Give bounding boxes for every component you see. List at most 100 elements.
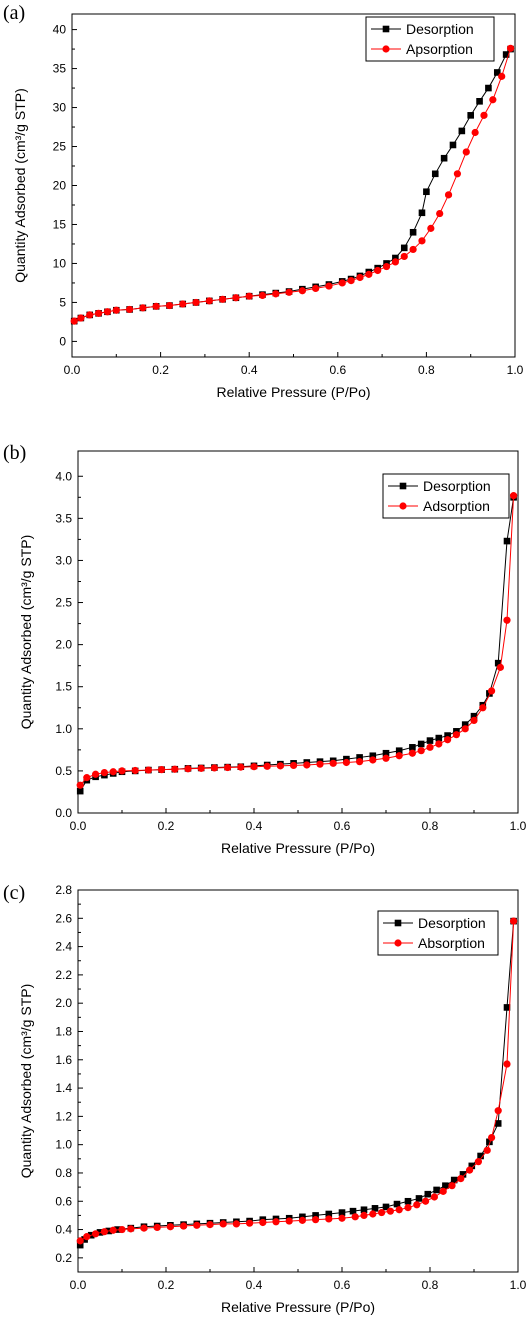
data-point-desorption bbox=[485, 84, 492, 92]
data-point-adsorption bbox=[92, 770, 100, 778]
data-point-adsorption bbox=[509, 492, 518, 500]
data-point-desorption bbox=[494, 659, 502, 667]
y-tick-label: 2.0 bbox=[55, 996, 72, 1010]
data-point-desorption bbox=[467, 112, 474, 119]
data-point-apsorption bbox=[506, 44, 515, 52]
data-point-desorption bbox=[382, 1203, 390, 1211]
data-point-desorption bbox=[312, 1212, 319, 1219]
x-tick-label: 0.2 bbox=[158, 1278, 175, 1292]
data-point-adsorption bbox=[224, 763, 232, 772]
y-tick-label: 0.0 bbox=[55, 806, 72, 820]
data-point-apsorption bbox=[258, 291, 267, 300]
x-tick-label: 0.0 bbox=[64, 363, 81, 377]
data-point-absorption bbox=[439, 1187, 447, 1195]
data-point-desorption bbox=[502, 51, 510, 58]
data-point-absorption bbox=[386, 1207, 394, 1215]
data-point-desorption bbox=[476, 98, 483, 105]
data-point-apsorption bbox=[125, 305, 134, 314]
data-point-adsorption bbox=[444, 736, 452, 744]
plot-frame bbox=[71, 13, 516, 358]
y-tick-label: 0 bbox=[59, 334, 66, 348]
y-tick-label: 1.5 bbox=[55, 680, 72, 694]
data-point-apsorption bbox=[480, 111, 488, 119]
y-tick-label: 2.4 bbox=[55, 940, 72, 954]
data-point-apsorption bbox=[165, 301, 174, 310]
data-point-absorption bbox=[109, 1226, 117, 1234]
data-point-adsorption bbox=[76, 781, 84, 789]
data-point-adsorption bbox=[83, 774, 91, 782]
x-tick-label: 0.2 bbox=[152, 363, 169, 377]
data-point-adsorption bbox=[237, 763, 245, 771]
legend-marker-adsorption bbox=[399, 502, 407, 510]
data-point-apsorption bbox=[103, 308, 112, 316]
data-point-apsorption bbox=[285, 288, 293, 296]
data-point-adsorption bbox=[329, 759, 337, 767]
data-point-desorption bbox=[431, 170, 439, 178]
data-point-absorption bbox=[488, 1133, 496, 1142]
data-point-apsorption bbox=[232, 294, 240, 302]
data-point-apsorption bbox=[94, 309, 103, 317]
y-tick-label: 0.6 bbox=[55, 1194, 72, 1208]
data-point-apsorption bbox=[365, 270, 373, 278]
data-point-adsorption bbox=[100, 768, 108, 777]
y-tick-label: 0.2 bbox=[55, 1251, 72, 1265]
data-point-absorption bbox=[369, 1210, 377, 1218]
chart-panel-c: (c) 0.0 0.2 0.4 0.6 0.8 1.0 0.2 0.4 0.6 0.8 1.0 1.2… bbox=[0, 880, 531, 1320]
data-point-adsorption bbox=[184, 765, 192, 773]
data-point-absorption bbox=[494, 1107, 502, 1115]
data-point-adsorption bbox=[503, 616, 511, 624]
data-point-apsorption bbox=[356, 273, 364, 282]
data-point-adsorption bbox=[426, 743, 434, 751]
data-point-absorption bbox=[100, 1228, 108, 1236]
x-tick-label: 0.6 bbox=[334, 1278, 351, 1292]
data-point-adsorption bbox=[109, 768, 117, 776]
data-point-desorption bbox=[435, 734, 443, 742]
data-point-absorption bbox=[378, 1208, 386, 1217]
series-line-desorption bbox=[79, 921, 515, 1246]
y-tick-label: 0.8 bbox=[55, 1166, 72, 1180]
series-line-apsorption bbox=[74, 48, 512, 322]
chart-panel-a: (a) 0.0 0.2 0.4 0.6 0.8 1.0 0 5 10 15 20 25 30 35 40 Re… bbox=[0, 0, 531, 440]
data-point-adsorption bbox=[210, 764, 218, 772]
x-tick-label: 0.8 bbox=[418, 363, 435, 377]
data-point-apsorption bbox=[152, 302, 160, 310]
data-point-adsorption bbox=[316, 760, 324, 768]
data-point-desorption bbox=[369, 752, 377, 760]
y-tick-label: 1.8 bbox=[55, 1024, 72, 1038]
data-point-adsorption bbox=[342, 758, 350, 767]
data-point-absorption bbox=[298, 1216, 306, 1224]
data-point-desorption bbox=[393, 1200, 401, 1208]
data-point-absorption bbox=[118, 1225, 126, 1234]
data-point-absorption bbox=[351, 1213, 359, 1221]
data-point-adsorption bbox=[470, 716, 478, 724]
data-point-apsorption bbox=[298, 287, 306, 295]
data-point-apsorption bbox=[139, 304, 147, 312]
data-point-adsorption bbox=[461, 725, 469, 733]
data-point-apsorption bbox=[347, 277, 355, 285]
data-point-desorption bbox=[392, 254, 399, 262]
data-point-absorption bbox=[285, 1217, 293, 1225]
data-point-desorption bbox=[404, 1197, 412, 1205]
data-point-adsorption bbox=[435, 740, 443, 748]
data-point-absorption bbox=[140, 1224, 148, 1232]
data-point-adsorption bbox=[303, 761, 311, 769]
data-point-desorption bbox=[409, 228, 417, 236]
y-axis-label: Quantity Adsorbed (cm³/g STP) bbox=[18, 984, 34, 1179]
data-point-apsorption bbox=[325, 282, 333, 290]
y-tick-label: 35 bbox=[53, 62, 67, 76]
data-point-absorption bbox=[466, 1166, 474, 1174]
data-point-apsorption bbox=[427, 224, 435, 232]
data-point-apsorption bbox=[444, 191, 453, 199]
y-tick-label: 1.6 bbox=[55, 1053, 72, 1067]
data-point-desorption bbox=[382, 749, 390, 757]
data-point-absorption bbox=[83, 1233, 91, 1241]
data-point-apsorption bbox=[382, 262, 391, 271]
panel-label-a: (a) bbox=[3, 2, 26, 24]
y-axis-label: Quantity Adsorbed (cm³/g STP) bbox=[18, 535, 34, 730]
data-point-desorption bbox=[76, 787, 84, 795]
data-point-desorption bbox=[503, 537, 511, 545]
data-point-apsorption bbox=[272, 290, 280, 298]
data-point-adsorption bbox=[395, 752, 403, 760]
data-point-desorption bbox=[76, 1241, 84, 1249]
data-point-absorption bbox=[457, 1175, 465, 1183]
